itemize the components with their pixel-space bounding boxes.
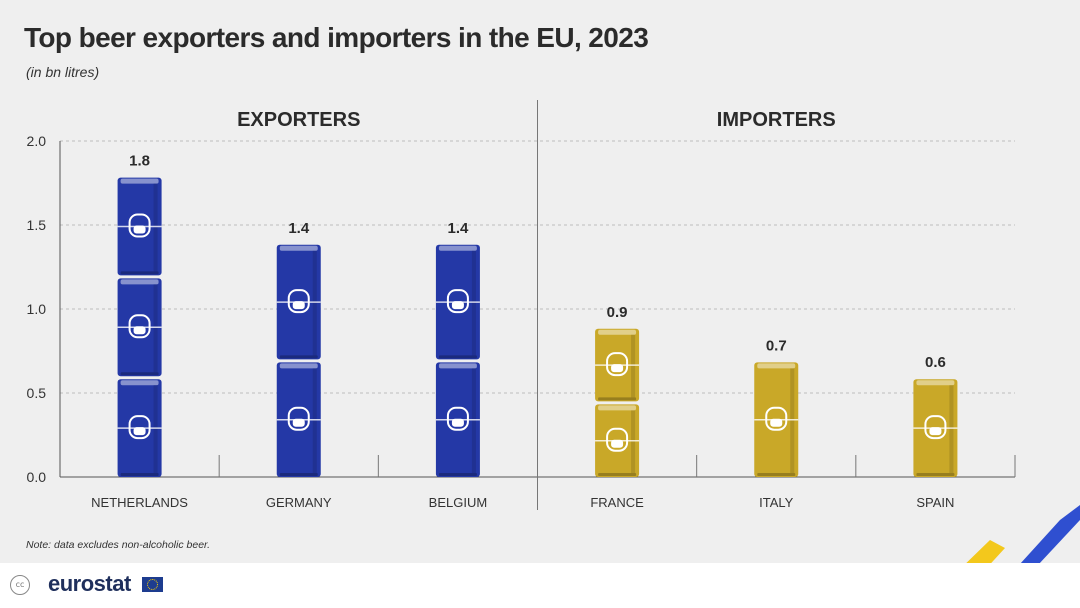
can-base <box>598 473 637 476</box>
can-base <box>120 271 159 275</box>
pull-tab-icon <box>924 415 947 440</box>
beer-trade-chart: 0.0 0.5 1.0 1.5 2.0 EXPORTERS IMPORTERS 1.8 NETH… <box>27 100 1016 510</box>
bar-france <box>595 328 640 477</box>
can-base <box>438 355 477 359</box>
pull-tab-hole <box>770 418 783 427</box>
value-label: 1.4 <box>288 220 310 237</box>
pull-tab-hole <box>451 301 464 310</box>
can-shade <box>312 250 317 356</box>
value-label: 0.7 <box>766 337 787 354</box>
pull-tab-icon <box>765 406 788 431</box>
pull-tab-icon <box>128 213 151 238</box>
can-rim <box>916 380 955 386</box>
x-tick-label: SPAIN <box>916 495 954 510</box>
bar-germany <box>276 244 321 477</box>
can-shade <box>631 410 636 473</box>
bar-netherlands <box>117 177 162 477</box>
can-shade <box>312 368 317 473</box>
can-rim <box>757 363 796 369</box>
pull-tab-icon <box>287 289 310 314</box>
y-tick-label: 0.0 <box>27 469 47 485</box>
pull-tab-hole <box>611 439 624 448</box>
group-header-exporters: EXPORTERS <box>237 109 360 131</box>
bar-belgium <box>435 244 480 477</box>
pull-tab-hole <box>133 427 146 436</box>
footer: cc eurostat <box>0 563 1080 608</box>
can-shade <box>949 385 954 473</box>
can-rim <box>120 178 159 184</box>
can-base <box>438 473 477 476</box>
value-label: 1.4 <box>447 220 469 237</box>
can-rim <box>438 363 477 369</box>
can-shade <box>153 385 158 473</box>
can-base <box>279 355 318 359</box>
pull-tab-hole <box>292 301 305 310</box>
can-shade <box>153 284 158 373</box>
x-tick-label: ITALY <box>759 495 794 510</box>
can-base <box>120 372 159 376</box>
chart-title: Top beer exporters and importers in the … <box>24 22 649 53</box>
x-tick-label: BELGIUM <box>429 495 488 510</box>
bar-spain <box>913 379 958 477</box>
pull-tab-icon <box>128 314 151 339</box>
can-rim <box>120 279 159 285</box>
eurostat-logo: eurostat <box>48 571 131 596</box>
can-rim <box>598 405 637 411</box>
value-label: 0.9 <box>607 304 628 321</box>
blue-stripe <box>1010 505 1080 580</box>
value-label: 1.8 <box>129 153 150 170</box>
y-tick-label: 1.5 <box>27 217 47 233</box>
pull-tab-hole <box>929 427 942 436</box>
pull-tab-icon <box>128 415 151 440</box>
can-base <box>598 397 637 401</box>
can-base <box>916 473 955 476</box>
pull-tab-icon <box>287 406 310 431</box>
y-tick-label: 0.5 <box>27 385 47 401</box>
x-tick-label: GERMANY <box>266 495 332 510</box>
eu-flag-icon <box>142 577 163 592</box>
can-shade <box>471 368 476 473</box>
can-shade <box>153 183 158 272</box>
pull-tab-hole <box>451 418 464 427</box>
y-tick-label: 1.0 <box>27 301 47 317</box>
can-shade <box>471 250 476 356</box>
pull-tab-icon <box>606 427 629 452</box>
pull-tab-icon <box>446 289 469 314</box>
chart-subtitle: (in bn litres) <box>26 64 100 80</box>
can-rim <box>120 380 159 386</box>
y-tick-label: 2.0 <box>27 133 47 149</box>
can-shade <box>790 368 795 473</box>
can-rim <box>279 245 318 251</box>
can-base <box>279 473 318 476</box>
pull-tab-icon <box>606 352 629 377</box>
can-base <box>757 473 796 476</box>
pull-tab-hole <box>133 326 146 335</box>
value-label: 0.6 <box>925 354 946 371</box>
can-rim <box>438 245 477 251</box>
group-header-importers: IMPORTERS <box>717 109 836 131</box>
x-tick-label: NETHERLANDS <box>91 495 188 510</box>
bar-italy <box>754 362 799 477</box>
pull-tab-hole <box>133 225 146 234</box>
can-base <box>120 473 159 476</box>
can-shade <box>631 334 636 398</box>
can-rim <box>598 329 637 335</box>
can-rim <box>279 363 318 369</box>
x-tick-label: FRANCE <box>590 495 644 510</box>
pull-tab-hole <box>611 364 624 373</box>
pull-tab-icon <box>446 406 469 431</box>
footnote: Note: data excludes non-alcoholic beer. <box>26 539 211 551</box>
pull-tab-hole <box>292 418 305 427</box>
creative-commons-icon: cc <box>10 575 30 595</box>
